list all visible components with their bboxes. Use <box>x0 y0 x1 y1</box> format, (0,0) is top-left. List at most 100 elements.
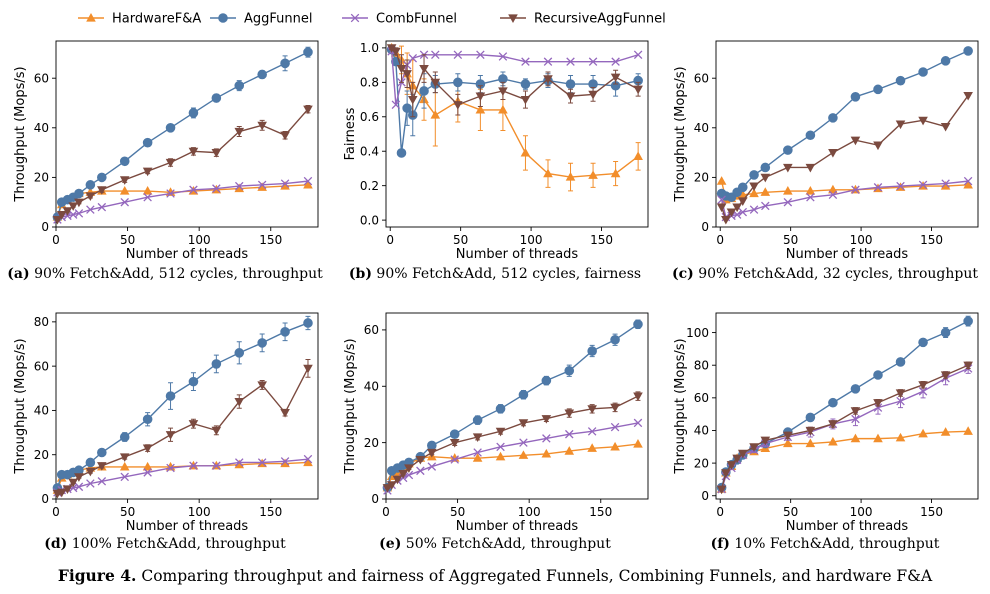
plot-area <box>715 40 979 228</box>
data-point <box>805 186 816 195</box>
data-point <box>760 187 771 196</box>
data-point <box>427 448 437 458</box>
data-point <box>520 147 531 157</box>
x-axis-label: Number of threads <box>786 519 909 534</box>
data-point <box>541 375 552 386</box>
data-point <box>498 87 508 96</box>
data-point <box>97 186 107 195</box>
y-tick-label: 100 <box>686 326 709 340</box>
x-tick-label: 0 <box>716 233 724 247</box>
data-point <box>805 438 816 448</box>
data-point <box>633 85 643 95</box>
data-point <box>873 84 883 95</box>
data-point <box>303 318 313 328</box>
data-point <box>717 195 726 204</box>
chart-e: 0 50 100 150 0 20 40 60 Number of threads Through… <box>330 306 660 534</box>
data-point <box>611 57 620 66</box>
data-point <box>633 319 643 330</box>
data-point <box>963 361 973 371</box>
data-point <box>303 176 313 186</box>
data-point <box>119 176 130 185</box>
plot-area <box>385 312 649 500</box>
data-point <box>142 186 153 195</box>
data-point <box>850 136 861 146</box>
data-point <box>896 181 905 191</box>
data-point <box>495 404 506 414</box>
data-point <box>587 346 597 356</box>
data-point <box>475 104 486 114</box>
data-point <box>74 465 84 476</box>
data-point <box>633 418 643 428</box>
data-point <box>716 176 727 185</box>
legend-label: AggFunnel <box>244 12 313 27</box>
legend-label: HardwareF&A <box>112 12 201 27</box>
data-point <box>940 371 951 380</box>
data-point <box>541 415 552 424</box>
data-point <box>211 359 222 369</box>
data-point <box>850 384 861 394</box>
y-tick-label: 0.8 <box>360 76 379 90</box>
series-line <box>57 180 309 221</box>
x-tick-label: 100 <box>850 505 873 519</box>
y-axis-label: Fairness <box>343 107 358 160</box>
data-point <box>760 436 771 446</box>
data-point <box>165 158 176 168</box>
y-tick-label: 0.6 <box>360 110 379 124</box>
data-point <box>280 179 290 188</box>
series-4 <box>52 104 313 225</box>
data-point <box>189 461 198 471</box>
data-point <box>918 381 928 390</box>
data-point <box>633 392 643 402</box>
x-tick-label: 50 <box>453 233 468 247</box>
data-point <box>234 458 244 467</box>
data-point <box>166 189 175 198</box>
x-tick-label: 150 <box>589 505 612 519</box>
legend-item-4: RecursiveAggFunnel <box>500 12 666 27</box>
data-point <box>783 163 793 173</box>
legend-item-3: CombFunnel <box>342 12 457 27</box>
data-point <box>303 105 313 115</box>
data-point <box>142 137 153 148</box>
data-point <box>726 208 737 218</box>
series-3 <box>717 363 973 494</box>
x-tick-label: 100 <box>188 233 211 247</box>
data-point <box>56 488 67 498</box>
x-tick-label: 100 <box>188 505 211 519</box>
series-line <box>720 430 969 490</box>
y-tick-label: 60 <box>694 71 709 85</box>
data-point <box>721 469 731 478</box>
data-point <box>257 69 267 80</box>
series-line <box>720 320 969 488</box>
data-point <box>873 183 883 192</box>
chart-f: 0 50 100 150 0 20 40 60 80 100 Number of threads Th… <box>660 306 990 534</box>
y-tick-label: 20 <box>34 171 49 185</box>
caption-f-label: (f) <box>710 536 730 552</box>
data-point <box>280 58 290 69</box>
y-tick-label: 40 <box>694 424 709 438</box>
data-point <box>940 327 951 338</box>
figure-caption-label: Figure 4. <box>57 566 137 585</box>
data-point <box>234 181 244 191</box>
series-line <box>56 184 309 218</box>
caption-b-label: (b) <box>348 266 372 282</box>
data-point <box>280 131 290 141</box>
y-tick-label: 0 <box>701 220 709 234</box>
data-point <box>588 57 598 66</box>
x-axis-label: Number of threads <box>456 519 579 534</box>
x-axis-label: Number of threads <box>126 247 249 262</box>
series-line <box>387 395 639 489</box>
data-point <box>449 439 460 448</box>
data-point <box>940 56 951 66</box>
data-point <box>495 427 506 437</box>
data-point <box>828 113 838 123</box>
data-point <box>895 75 906 86</box>
y-tick-label: 60 <box>694 391 709 405</box>
data-point <box>963 46 973 56</box>
x-tick-label: 50 <box>450 505 465 519</box>
data-point <box>543 75 553 84</box>
data-point <box>119 186 130 195</box>
data-point <box>211 426 222 436</box>
data-point <box>918 428 928 438</box>
series-1 <box>382 439 643 492</box>
y-axis-label: Throughput (Mops/s) <box>13 338 28 474</box>
